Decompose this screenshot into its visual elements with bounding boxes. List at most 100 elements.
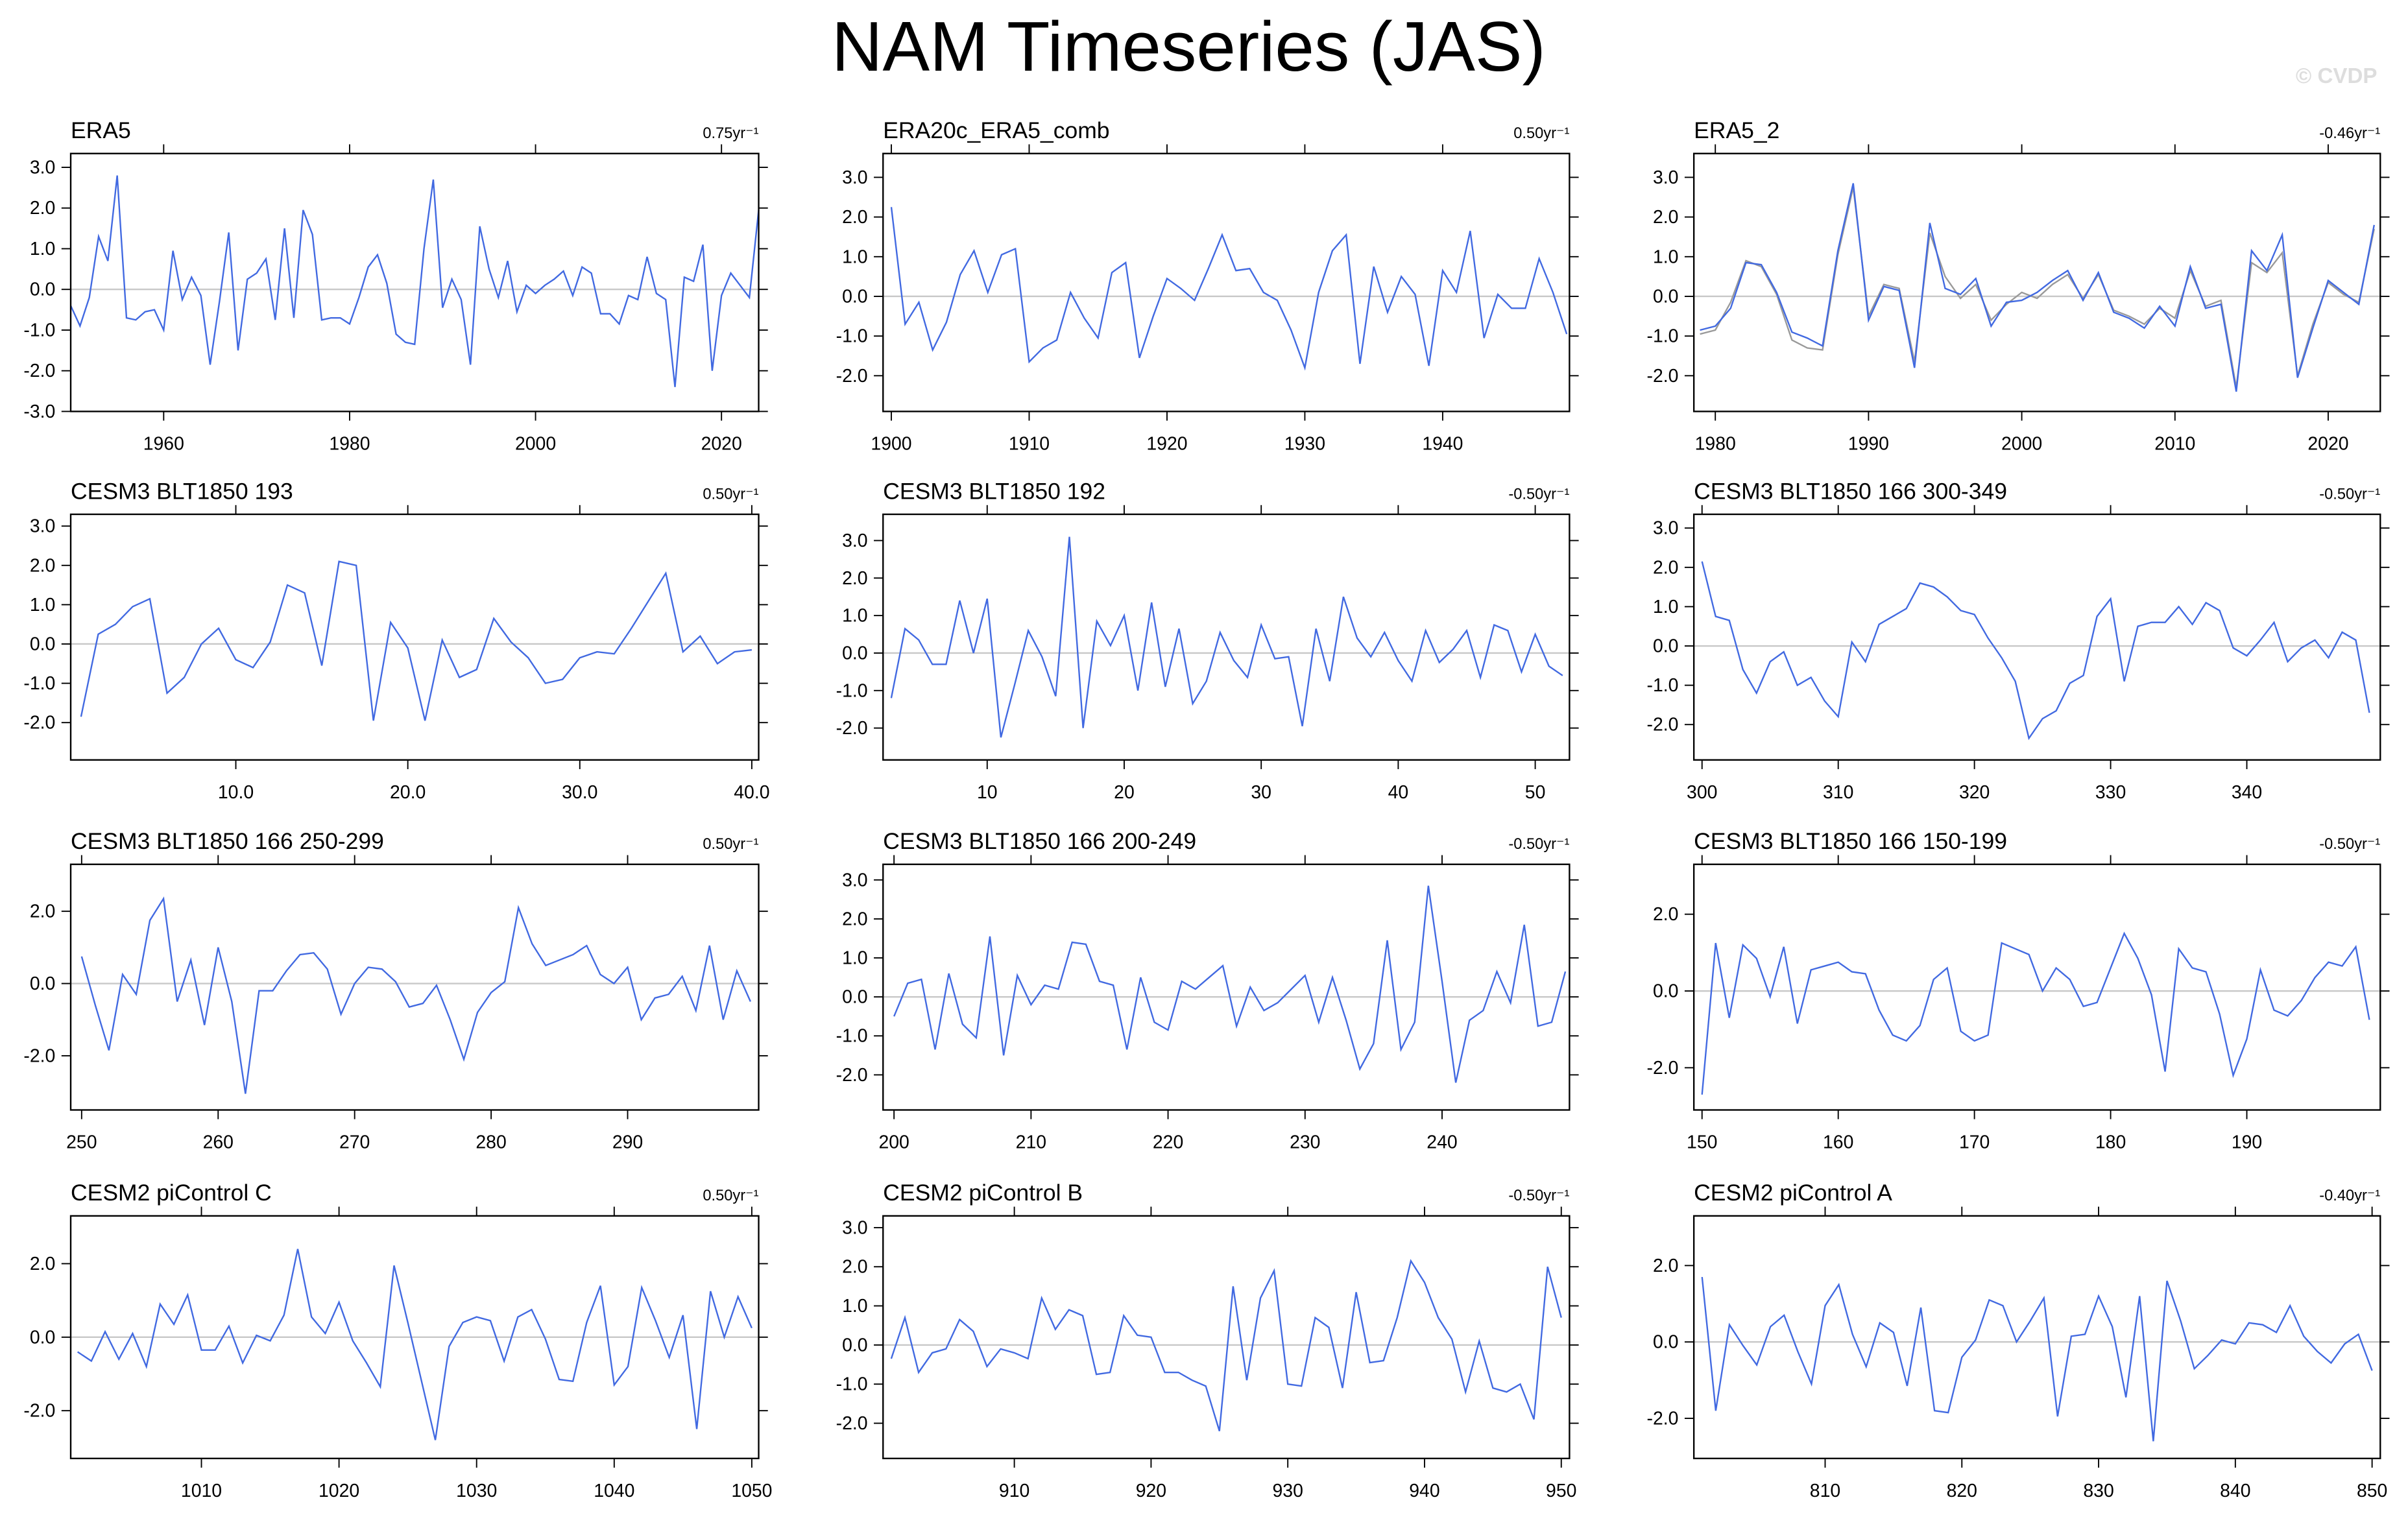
- x-tick-label: 940: [1409, 1481, 1439, 1501]
- x-tick-label: 260: [203, 1132, 234, 1153]
- x-tick-label: 810: [1810, 1481, 1840, 1501]
- y-tick-label: 2.0: [1653, 207, 1678, 228]
- panel-title: CESM2 piControl A: [1694, 1180, 1892, 1206]
- plot-frame: [1692, 152, 2381, 412]
- x-tick-label: 1930: [1284, 434, 1325, 455]
- y-tick-label: 0.0: [842, 1335, 867, 1355]
- y-tick-label: -1.0: [23, 673, 55, 694]
- trend-label: -0.50yr⁻¹: [2319, 486, 2380, 503]
- x-tick-label: 10.0: [218, 782, 254, 803]
- x-tick-label: 330: [2095, 782, 2126, 803]
- panel-title: ERA5: [71, 117, 131, 143]
- y-tick-label: -2.0: [836, 1065, 868, 1086]
- x-tick-label: 270: [339, 1132, 370, 1153]
- x-tick-label: 310: [1823, 782, 1853, 803]
- y-tick-label: 2.0: [842, 568, 867, 589]
- panel: ERA5_2 -0.46yr⁻¹ -2.0 -1.0 0.0 1.0 2.0 3.0 1980 1…: [1647, 117, 2390, 455]
- x-tick-label: 1900: [871, 434, 911, 455]
- plot-frame: [882, 513, 1571, 761]
- panel-title: CESM2 piControl C: [71, 1180, 272, 1206]
- y-tick-label: 2.0: [1653, 904, 1678, 925]
- x-tick-label: 40: [1388, 782, 1409, 803]
- x-tick-label: 290: [612, 1132, 643, 1153]
- y-tick-label: 1.0: [842, 1296, 867, 1317]
- y-tick-label: -3.0: [23, 401, 55, 422]
- y-tick-label: 1.0: [1653, 246, 1678, 267]
- series-line: [1701, 561, 2370, 741]
- plot-frame: [1692, 863, 2381, 1111]
- y-tick-label: 3.0: [842, 167, 867, 188]
- y-tick-label: 2.0: [30, 198, 55, 219]
- x-tick-label: 210: [1016, 1132, 1046, 1153]
- series-line: [1700, 187, 2375, 388]
- panel: CESM3 BLT1850 192 -0.50yr⁻¹ -2.0 -1.0 0.0 1.0…: [836, 478, 1579, 803]
- x-tick-label: 240: [1427, 1132, 1457, 1153]
- y-tick-label: -1.0: [836, 680, 868, 701]
- x-tick-label: 170: [1959, 1132, 1990, 1153]
- x-tick-label: 250: [66, 1132, 97, 1153]
- y-tick-label: 2.0: [842, 1257, 867, 1278]
- series-line: [80, 896, 751, 1094]
- panel-title: CESM3 BLT1850 193: [71, 478, 293, 504]
- y-tick-label: 3.0: [842, 870, 867, 890]
- x-tick-label: 1980: [329, 434, 370, 455]
- trend-label: 0.50yr⁻¹: [1513, 125, 1569, 142]
- x-tick-label: 180: [2095, 1132, 2126, 1153]
- x-tick-label: 1030: [456, 1481, 497, 1501]
- x-tick-label: 820: [1947, 1481, 1977, 1501]
- series-line: [80, 560, 752, 721]
- y-tick-label: 0.0: [1653, 636, 1678, 656]
- y-tick-label: 0.0: [1653, 1332, 1678, 1353]
- panel: CESM3 BLT1850 193 0.50yr⁻¹ -2.0 -1.0 0.0 1.0 2…: [23, 478, 769, 803]
- trend-label: -0.50yr⁻¹: [2319, 836, 2380, 853]
- y-tick-label: -2.0: [23, 1401, 55, 1422]
- x-tick-label: 200: [878, 1132, 909, 1153]
- series-line: [890, 207, 1568, 371]
- x-tick-label: 1050: [731, 1481, 772, 1501]
- x-tick-label: 1960: [143, 434, 184, 455]
- x-tick-label: 280: [476, 1132, 506, 1153]
- x-tick-label: 1040: [594, 1481, 634, 1501]
- x-tick-label: 850: [2357, 1481, 2387, 1501]
- panel-title: CESM3 BLT1850 166 300-349: [1694, 478, 2007, 504]
- y-tick-label: 2.0: [1653, 557, 1678, 578]
- y-tick-label: 1.0: [842, 948, 867, 968]
- figure-title: NAM Timeseries (JAS): [832, 7, 1546, 86]
- x-tick-label: 320: [1959, 782, 1990, 803]
- x-tick-label: 190: [2232, 1132, 2262, 1153]
- y-tick-label: 3.0: [1653, 167, 1678, 188]
- x-tick-label: 160: [1823, 1132, 1853, 1153]
- x-tick-label: 840: [2220, 1481, 2250, 1501]
- x-tick-label: 2000: [2001, 434, 2042, 455]
- x-tick-label: 230: [1290, 1132, 1320, 1153]
- y-tick-label: 0.0: [842, 643, 867, 663]
- x-tick-label: 1940: [1422, 434, 1463, 455]
- y-tick-label: 1.0: [1653, 597, 1678, 617]
- panel: CESM2 piControl A -0.40yr⁻¹ -2.0 0.0 2.0 810 8…: [1647, 1180, 2390, 1501]
- series-line: [69, 175, 760, 387]
- x-tick-label: 950: [1546, 1481, 1576, 1501]
- y-tick-label: 0.0: [30, 973, 55, 994]
- panel-title: CESM3 BLT1850 166 200-249: [883, 828, 1196, 854]
- plot-frame: [69, 513, 760, 761]
- series-line: [890, 1259, 1562, 1431]
- series-line: [77, 1248, 752, 1440]
- panel: CESM2 piControl B -0.50yr⁻¹ -2.0 -1.0 0.0 1.0…: [836, 1180, 1579, 1501]
- y-tick-label: -1.0: [1647, 675, 1679, 696]
- x-tick-label: 150: [1687, 1132, 1717, 1153]
- panel-title: ERA5_2: [1694, 117, 1779, 143]
- y-tick-label: 3.0: [30, 158, 55, 178]
- y-tick-label: 1.0: [842, 246, 867, 267]
- panel-title: CESM3 BLT1850 192: [883, 478, 1105, 504]
- x-tick-label: 40.0: [734, 782, 769, 803]
- series-line: [893, 885, 1567, 1083]
- plot-frame: [69, 863, 760, 1111]
- y-tick-label: 3.0: [30, 516, 55, 537]
- panel: ERA20c_ERA5_comb 0.50yr⁻¹ -2.0 -1.0 0.0 1.0 2.…: [836, 117, 1579, 455]
- y-tick-label: -2.0: [23, 1045, 55, 1066]
- y-tick-label: 1.0: [30, 239, 55, 259]
- x-tick-label: 10: [977, 782, 998, 803]
- y-tick-label: 2.0: [842, 909, 867, 929]
